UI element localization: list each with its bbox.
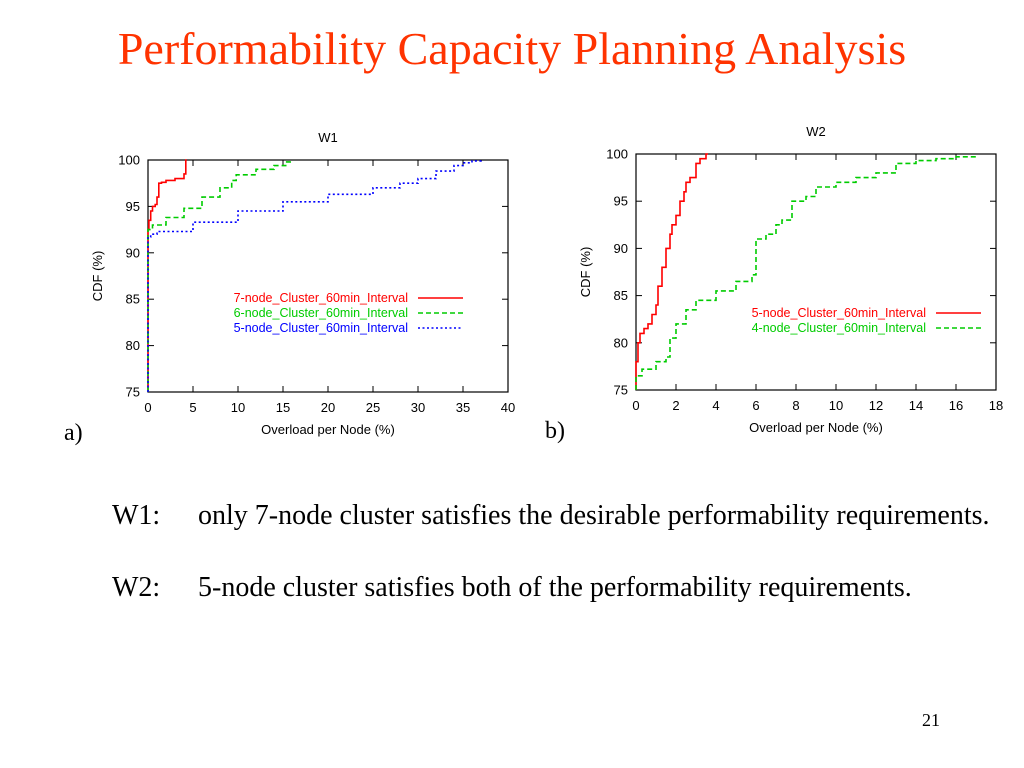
x-tick-label: 12 <box>869 398 883 413</box>
x-tick-label: 4 <box>712 398 719 413</box>
legend-entry: 6-node_Cluster_60min_Interval <box>234 306 408 320</box>
x-tick-label: 0 <box>144 400 151 415</box>
bullet-tag: W1: <box>112 500 161 531</box>
panel-label-b: b) <box>545 418 565 444</box>
series-line <box>635 153 708 390</box>
chart-title: W1 <box>318 130 338 145</box>
y-tick-label: 80 <box>614 335 628 350</box>
chart-w1: W1 75 80 85 90 95 100 0 5 10 15 20 25 30 35 40 Overload … <box>90 130 515 437</box>
y-tick-label: 75 <box>614 383 628 398</box>
x-tick-label: 40 <box>501 400 515 415</box>
series-line <box>147 160 291 392</box>
x-axis-label: Overload per Node (%) <box>261 422 395 437</box>
x-tick-label: 18 <box>989 398 1003 413</box>
chart-title: W2 <box>806 124 826 139</box>
y-tick-label: 100 <box>118 153 140 168</box>
y-tick-label: 90 <box>126 245 140 260</box>
slide-title: Performability Capacity Planning Analysi… <box>117 23 907 74</box>
x-tick-label: 6 <box>752 398 759 413</box>
x-tick-label: 2 <box>672 398 679 413</box>
x-tick-label: 20 <box>321 400 335 415</box>
bullet-w2: W2: 5-node cluster satisfies both of the… <box>112 570 992 606</box>
x-tick-label: 25 <box>366 400 380 415</box>
x-tick-label: 30 <box>411 400 425 415</box>
x-tick-label: 16 <box>949 398 963 413</box>
bullet-list: W1: only 7-node cluster satisfies the de… <box>112 498 992 642</box>
plot-frame <box>635 153 997 391</box>
legend-entry: 7-node_Cluster_60min_Interval <box>234 291 408 305</box>
y-tick-label: 95 <box>126 199 140 214</box>
x-tick-label: 8 <box>792 398 799 413</box>
x-tick-label: 5 <box>189 400 196 415</box>
y-tick-label: 85 <box>126 292 140 307</box>
page-number: 21 <box>922 710 940 730</box>
chart-w2: W2 75 80 85 90 95 100 0 2 4 6 8 10 12 14 16 18 Overload p… <box>578 124 1003 435</box>
x-tick-label: 0 <box>632 398 639 413</box>
y-tick-label: 75 <box>126 385 140 400</box>
series-line <box>147 159 187 392</box>
y-tick-label: 95 <box>614 194 628 209</box>
bullet-text: 5-node cluster satisfies both of the per… <box>198 572 912 603</box>
x-tick-label: 14 <box>909 398 923 413</box>
x-tick-label: 35 <box>456 400 470 415</box>
bullet-w1: W1: only 7-node cluster satisfies the de… <box>112 498 992 534</box>
x-tick-label: 15 <box>276 400 290 415</box>
bullet-text: only 7-node cluster satisfies the desira… <box>198 500 990 531</box>
y-axis-label: CDF (%) <box>90 251 105 302</box>
bullet-tag: W2: <box>112 572 161 603</box>
y-tick-label: 80 <box>126 338 140 353</box>
y-axis-label: CDF (%) <box>578 247 593 298</box>
x-tick-label: 10 <box>231 400 245 415</box>
y-tick-label: 85 <box>614 288 628 303</box>
y-tick-label: 100 <box>606 147 628 162</box>
x-tick-label: 10 <box>829 398 843 413</box>
x-axis-label: Overload per Node (%) <box>749 420 883 435</box>
plot-frame <box>147 159 509 393</box>
series-line <box>147 160 482 392</box>
legend-entry: 5-node_Cluster_60min_Interval <box>752 306 926 320</box>
series-line <box>635 154 977 390</box>
legend-entry: 4-node_Cluster_60min_Interval <box>752 321 926 335</box>
legend-entry: 5-node_Cluster_60min_Interval <box>234 321 408 335</box>
y-tick-label: 90 <box>614 241 628 256</box>
panel-label-a: a) <box>64 420 83 446</box>
